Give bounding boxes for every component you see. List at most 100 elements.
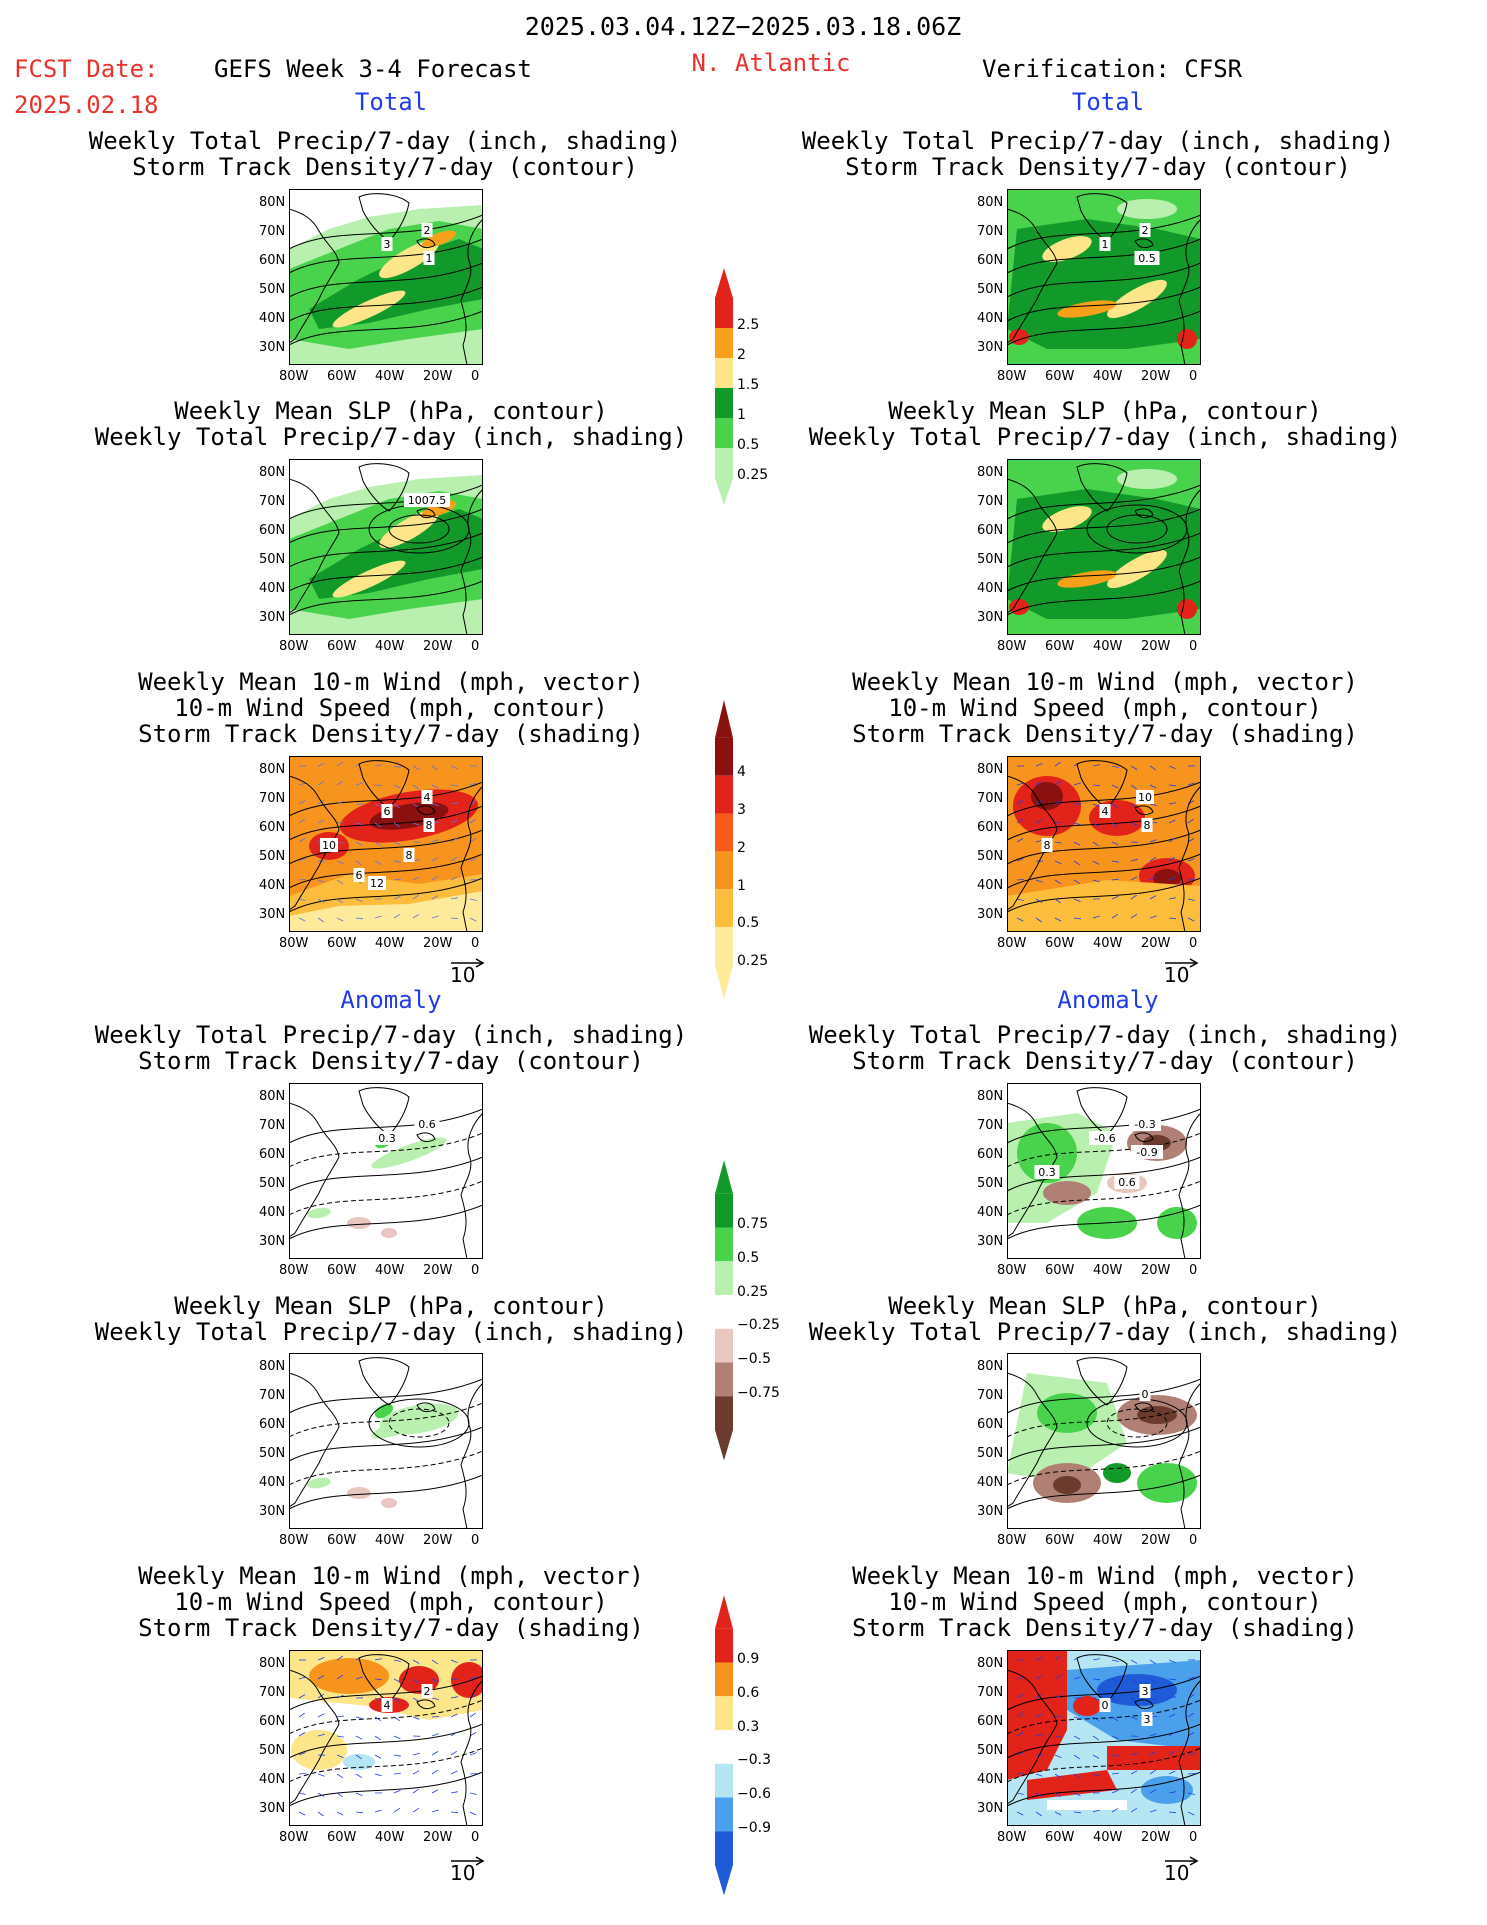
lon-tick-label: 40W: [375, 369, 405, 384]
wind-vector: [1130, 1788, 1138, 1794]
wind-vector: [1168, 1678, 1177, 1681]
contour-line: [1007, 484, 1201, 520]
colorbar-tick-label: 0.9: [737, 1651, 760, 1668]
wind-vector: [355, 898, 363, 902]
colorbar-graphic: [715, 1595, 733, 1896]
lon-tick-label: 0: [471, 1830, 480, 1845]
section-total-left: Total: [354, 88, 428, 116]
wind-vector: [298, 1676, 306, 1680]
wind-vector: [1149, 1769, 1157, 1775]
contour-line: [1007, 853, 1201, 889]
wind-vector: [1130, 1716, 1138, 1720]
wind-vector: [1149, 765, 1157, 771]
wind-vector: [355, 822, 363, 826]
wind-vector: [469, 1712, 477, 1718]
contour-line: [289, 238, 483, 274]
wind-vector: [1035, 1674, 1043, 1680]
lon-tick-label: 80W: [279, 639, 309, 654]
coastline-north-america: [289, 775, 340, 911]
contour-label: 4: [1099, 804, 1111, 818]
colorbar-segment: [715, 775, 733, 814]
lon-tick-label: 60W: [327, 1830, 357, 1845]
lon-tick-label: 80W: [279, 936, 309, 951]
wind-vector: [317, 799, 325, 805]
lon-tick-label: 20W: [423, 1533, 453, 1548]
wind-vector: [336, 1694, 344, 1699]
wind-vector: [1168, 765, 1176, 769]
title-line: Weekly Mean 10-m Wind (mph, vector): [138, 1562, 644, 1590]
map-panel-p9: 80N 70N 60N 50N 40N 30N 80W 60W 40W 20W 0: [259, 1353, 483, 1548]
colorbar-segment: [715, 1160, 733, 1194]
wind-vector: [1092, 803, 1100, 807]
colorbar-segment: [715, 1865, 733, 1896]
coastline-europe-africa: [460, 1679, 483, 1826]
wind-vector: [412, 1788, 420, 1794]
title-line: 10-m Wind Speed (mph, contour): [174, 1588, 608, 1616]
lon-tick-label: 40W: [375, 936, 405, 951]
shading-area: [307, 1477, 331, 1489]
lat-tick-label: 80N: [259, 465, 286, 480]
lon-tick-label: 20W: [423, 1830, 453, 1845]
contour-line: [289, 556, 483, 592]
wind-vector: [1035, 819, 1043, 824]
arrow-right-icon: [451, 958, 485, 968]
coastline-north-america: [1007, 1372, 1058, 1508]
wind-vector: [1073, 917, 1082, 920]
wind-vector: [1149, 1678, 1157, 1683]
map-frame: [289, 459, 483, 635]
lat-tick-label: 60N: [977, 1147, 1004, 1162]
lat-tick-label: 60N: [977, 820, 1004, 835]
map-panel-p6: 10 4 8 8 80N 70N 60N 50N 40N 30N 80W 60W 40W 20W 0: [977, 756, 1201, 951]
svg-text:3: 3: [1144, 1713, 1151, 1726]
contour-line: [1007, 262, 1201, 298]
svg-text:1: 1: [426, 252, 433, 265]
wind-vector: [317, 879, 325, 883]
contour-label: 10: [320, 838, 338, 852]
wind-vector: [450, 1731, 458, 1737]
shading-area: [1007, 1650, 1067, 1780]
map-panel-p1: 2 3 1 80N 70N 60N 50N 40N 30N 80W 60W 40W 20W 0: [259, 189, 483, 384]
contour-line: [1007, 781, 1201, 817]
lat-tick-label: 30N: [977, 1801, 1004, 1816]
lat-tick-label: 50N: [259, 849, 286, 864]
date-range-title: 2025.03.04.12Z−2025.03.18.06Z: [524, 12, 962, 41]
wind-vector: [1092, 915, 1100, 919]
wind-vector: [412, 894, 420, 900]
colorbar-tick-label: −0.25: [737, 1317, 780, 1334]
coastline-greenland: [1076, 463, 1128, 512]
wind-vector: [317, 1773, 325, 1777]
lon-tick-label: 60W: [327, 639, 357, 654]
lat-tick-label: 50N: [259, 1743, 286, 1758]
wind-vector: [393, 1697, 401, 1703]
colorbar-segment: [715, 965, 733, 1000]
wind-vector: [1054, 1715, 1062, 1718]
shading-area: [1141, 1776, 1193, 1804]
lat-tick-label: 30N: [259, 907, 286, 922]
contour-line: [1007, 877, 1201, 913]
colorbar-segment: [715, 1797, 733, 1832]
coastline-iceland: [1134, 1402, 1154, 1413]
wind-vector: [336, 780, 344, 786]
wind-vector: [298, 1792, 306, 1795]
wind-vector: [393, 860, 401, 863]
wind-vector: [374, 1809, 382, 1813]
wind-vector: [1187, 1712, 1195, 1718]
map-frame: [1007, 459, 1201, 635]
lon-tick-label: 60W: [327, 1533, 357, 1548]
lat-tick-label: 70N: [259, 1388, 286, 1403]
title-p1: Weekly Total Precip/7-day (inch, shading…: [89, 128, 681, 180]
wind-vector: [393, 1772, 401, 1775]
contour-line: [289, 853, 483, 889]
wind-vector: [1035, 1792, 1043, 1797]
wind-vector: [1073, 1811, 1082, 1814]
wind-vector: [1054, 800, 1062, 805]
title-line: Weekly Total Precip/7-day (inch, shading…: [94, 1021, 688, 1049]
lat-tick-label: 40N: [977, 311, 1004, 326]
verification-label: Verification: CFSR: [982, 55, 1243, 83]
shading-area: [1073, 1696, 1101, 1716]
title-p5: Weekly Mean 10-m Wind (mph, vector) 10-m…: [138, 669, 644, 747]
shading-area: [1177, 599, 1197, 619]
lat-tick-label: 50N: [259, 1446, 286, 1461]
section-total-right: Total: [1071, 88, 1145, 116]
coastline-europe-africa: [1178, 218, 1201, 365]
